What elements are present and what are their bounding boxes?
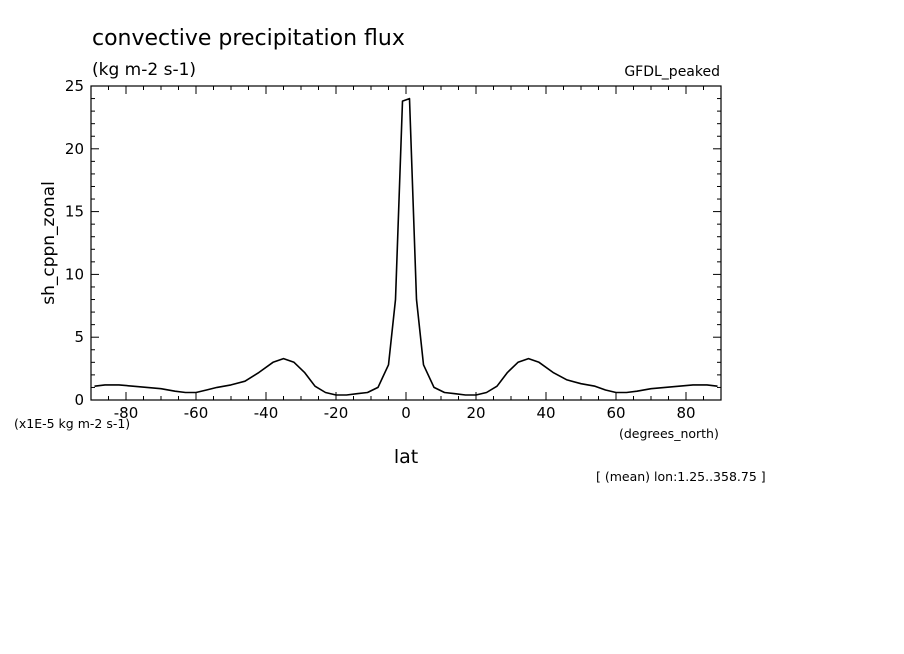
y-tick-label: 25: [65, 77, 84, 95]
x-tick-label: 80: [676, 404, 695, 422]
x-axis-units: (degrees_north): [619, 426, 719, 441]
x-tick-label: 0: [401, 404, 411, 422]
footer-note: [ (mean) lon:1.25..358.75 ]: [596, 469, 766, 484]
y-tick-label: 10: [65, 265, 84, 283]
y-tick-label: 20: [65, 140, 84, 158]
chart-title: convective precipitation flux: [92, 26, 405, 51]
experiment-tag: GFDL_peaked: [624, 64, 720, 80]
y-axis-label: sh_cppn_zonal: [39, 181, 59, 305]
x-tick-label: -40: [254, 404, 279, 422]
y-scale-note: (x1E-5 kg m-2 s-1): [14, 416, 130, 431]
series-line: [94, 97, 718, 396]
x-tick-label: -80: [114, 404, 139, 422]
y-tick-label: 5: [74, 328, 84, 346]
x-tick-label: 60: [606, 404, 625, 422]
x-axis-label: lat: [394, 446, 418, 468]
axis-ticks: [90, 85, 722, 401]
x-tick-label: -20: [324, 404, 349, 422]
y-tick-label: 0: [74, 391, 84, 409]
x-tick-label: 20: [466, 404, 485, 422]
x-tick-label: -60: [184, 404, 209, 422]
plot-frame: [90, 85, 722, 401]
chart-units: (kg m-2 s-1): [92, 60, 196, 80]
x-tick-label: 40: [536, 404, 555, 422]
tick-labels: -80 -60 -40 -20 0 20 40 60 80 0 5 10 15 20 25: [65, 77, 696, 422]
y-tick-label: 15: [65, 203, 84, 221]
